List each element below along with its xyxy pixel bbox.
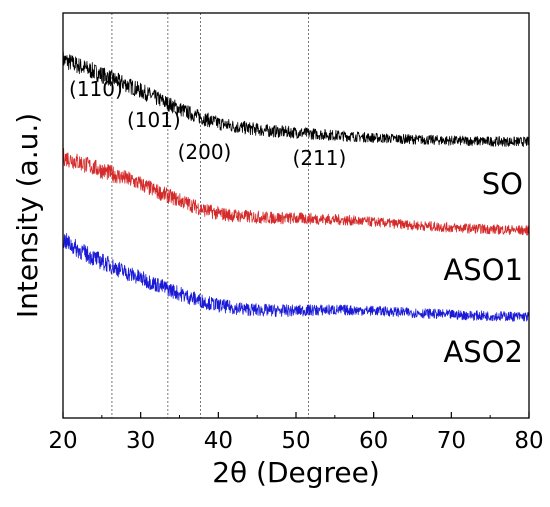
series-line (62, 233, 530, 322)
x-tick-label: 20 (48, 428, 77, 454)
x-tick-label: 40 (204, 428, 233, 454)
peak-label: (110) (69, 77, 123, 101)
x-tick-label: 60 (359, 428, 388, 454)
x-axis-label: 2θ (Degree) (212, 456, 380, 489)
series-label: ASO2 (443, 335, 523, 369)
peak-label: (200) (178, 140, 232, 164)
x-tick-label: 70 (437, 428, 466, 454)
y-axis-label: Intensity (a.u.) (11, 113, 44, 318)
series-label: ASO1 (443, 253, 523, 287)
peak-labels: (110)(101) (200) (211) (69, 77, 346, 170)
x-tick-label: 80 (514, 428, 543, 454)
series-line (62, 148, 530, 236)
x-tick-label: 30 (126, 428, 155, 454)
x-tick-label: 50 (281, 428, 310, 454)
x-axis-ticks: 20 30 40 50 60 70 80 (48, 412, 544, 454)
peak-label: (211) (293, 146, 347, 170)
series-line (62, 51, 530, 147)
series-label: SO (482, 167, 523, 201)
series-lines (62, 51, 530, 322)
series-labels: SO ASO1 ASO2 (443, 167, 523, 369)
reference-lines (111, 13, 309, 418)
peak-label: (101) (127, 108, 181, 132)
